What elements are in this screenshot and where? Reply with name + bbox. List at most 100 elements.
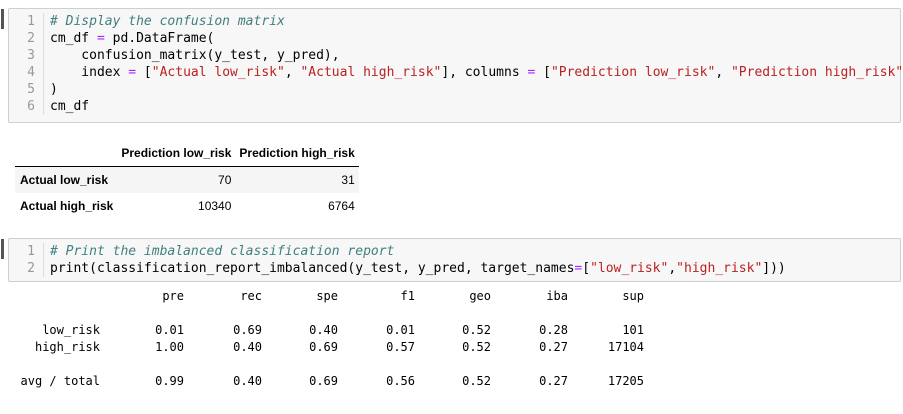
code-line: 1 # Display the confusion matrix	[9, 13, 900, 30]
code-token: print	[50, 261, 90, 276]
code-token: cm_df	[50, 31, 97, 46]
code-token: [	[582, 261, 591, 276]
code-token: =	[574, 261, 583, 276]
code-cell-input[interactable]: 1 # Print the imbalanced classification r…	[8, 238, 901, 282]
report-row-label: avg / total	[20, 374, 100, 388]
report-header: f1	[400, 289, 415, 303]
report-value: 0.99	[155, 374, 184, 388]
report-value: 0.69	[309, 374, 338, 388]
row-label: Actual high_risk	[20, 199, 114, 213]
code-line: 1 # Print the imbalanced classification r…	[9, 243, 900, 260]
report-value: 0.40	[309, 323, 338, 337]
code-line: 5)	[9, 81, 900, 98]
report-value: 0.01	[386, 323, 415, 337]
code-token: ]))	[762, 261, 786, 276]
code-token: "Actual high_risk"	[300, 65, 442, 80]
row-label: Actual low_risk	[20, 173, 109, 187]
line-number: 2	[9, 260, 44, 277]
code-token: ,	[715, 65, 731, 80]
code-token: confusion_matrix(y_test, y_pred),	[50, 48, 340, 63]
code-token: [	[535, 65, 551, 80]
line-number: 2	[9, 30, 44, 47]
code-line: 2 cm_df = pd.DataFrame(	[9, 30, 900, 47]
report-value: 0.69	[309, 340, 338, 354]
confusion-matrix-dataframe: Prediction low_risk Prediction high_risk…	[15, 140, 359, 219]
code-token: [	[136, 65, 152, 80]
code-token: "high_risk"	[676, 261, 763, 276]
code-line: 2 print(classification_report_imbalanced(…	[9, 260, 900, 277]
report-value: 1.00	[155, 340, 184, 354]
report-value: 101	[622, 323, 644, 337]
report-value: 0.40	[233, 340, 262, 354]
code-token: # Display the confusion matrix	[50, 14, 285, 29]
code-cell-input[interactable]: 1 # Display the confusion matrix 2 cm_df = …	[8, 8, 903, 123]
table-cell: 6764	[328, 199, 355, 213]
code-token: =	[96, 31, 105, 46]
code-token: "Prediction low_risk"	[550, 65, 716, 80]
code-token: "low_risk"	[590, 261, 669, 276]
code-token: "Actual low_risk"	[151, 65, 285, 80]
dataframe-index-header	[15, 140, 118, 167]
code-text: cm_df	[50, 98, 89, 115]
table-cell: 31	[341, 173, 355, 187]
report-value: 17104	[607, 340, 644, 354]
code-token: )	[50, 82, 58, 97]
report-header: rec	[240, 289, 262, 303]
line-number: 6	[9, 98, 44, 115]
report-row-label: low_risk	[42, 323, 100, 337]
report-value: 0.56	[386, 374, 415, 388]
report-value: 0.01	[155, 323, 184, 337]
report-header: spe	[316, 289, 338, 303]
code-token: pd.DataFrame(	[104, 31, 215, 46]
code-line: 4 index = ["Actual low_risk", "Actual hi…	[9, 64, 903, 81]
line-number: 1	[9, 243, 44, 260]
code-token: # Print the imbalanced classification re…	[50, 244, 395, 259]
code-token: index	[50, 65, 129, 80]
report-value: 0.28	[539, 323, 568, 337]
column-header: Prediction high_risk	[235, 140, 359, 167]
code-token: cm_df	[50, 99, 90, 114]
code-token: ], columns	[441, 65, 528, 80]
code-token: "Prediction high_risk"	[730, 65, 903, 80]
report-value: 0.27	[539, 340, 568, 354]
column-header: Prediction low_risk	[117, 140, 236, 167]
dataframe-header-row: Prediction low_risk Prediction high_risk	[15, 140, 359, 167]
report-value: 0.40	[233, 374, 262, 388]
code-line: 3 confusion_matrix(y_test, y_pred),	[9, 47, 900, 64]
line-number: 1	[9, 13, 44, 30]
code-text: # Print the imbalanced classification re…	[50, 243, 394, 260]
line-number: 3	[9, 47, 44, 64]
report-value: 0.52	[462, 340, 491, 354]
report-header: iba	[546, 289, 568, 303]
code-text: print(classification_report_imbalanced(y…	[50, 260, 786, 277]
code-token: ,	[668, 261, 677, 276]
report-value: 0.27	[539, 374, 568, 388]
code-text: cm_df = pd.DataFrame(	[50, 30, 214, 47]
cell-selection-marker	[1, 239, 4, 259]
report-value: 0.52	[462, 374, 491, 388]
report-header: sup	[622, 289, 644, 303]
line-number: 4	[9, 64, 44, 81]
code-token: ,	[284, 65, 301, 80]
code-text: index = ["Actual low_risk", "Actual high…	[50, 64, 903, 81]
report-value: 0.52	[462, 323, 491, 337]
code-token: =	[527, 65, 536, 80]
code-text: )	[50, 81, 58, 98]
report-value: 0.57	[386, 340, 415, 354]
code-token: =	[128, 65, 137, 80]
code-line: 6 cm_df	[9, 98, 900, 115]
report-value: 17205	[607, 374, 644, 388]
code-text: # Display the confusion matrix	[50, 13, 285, 30]
report-value: 0.69	[233, 323, 262, 337]
table-cell: 70	[218, 173, 232, 187]
table-row: Actual high_risk 10340 6764	[15, 193, 359, 219]
code-token: (classification_report_imbalanced(y_test…	[89, 261, 575, 276]
line-number: 5	[9, 81, 44, 98]
report-row-label: high_risk	[34, 340, 100, 354]
code-text: confusion_matrix(y_test, y_pred),	[50, 47, 340, 64]
cell-selection-marker	[1, 9, 4, 29]
table-row: Actual low_risk 70 31	[15, 166, 359, 193]
report-header: geo	[469, 289, 491, 303]
report-header: pre	[162, 289, 184, 303]
table-cell: 10340	[198, 199, 232, 213]
